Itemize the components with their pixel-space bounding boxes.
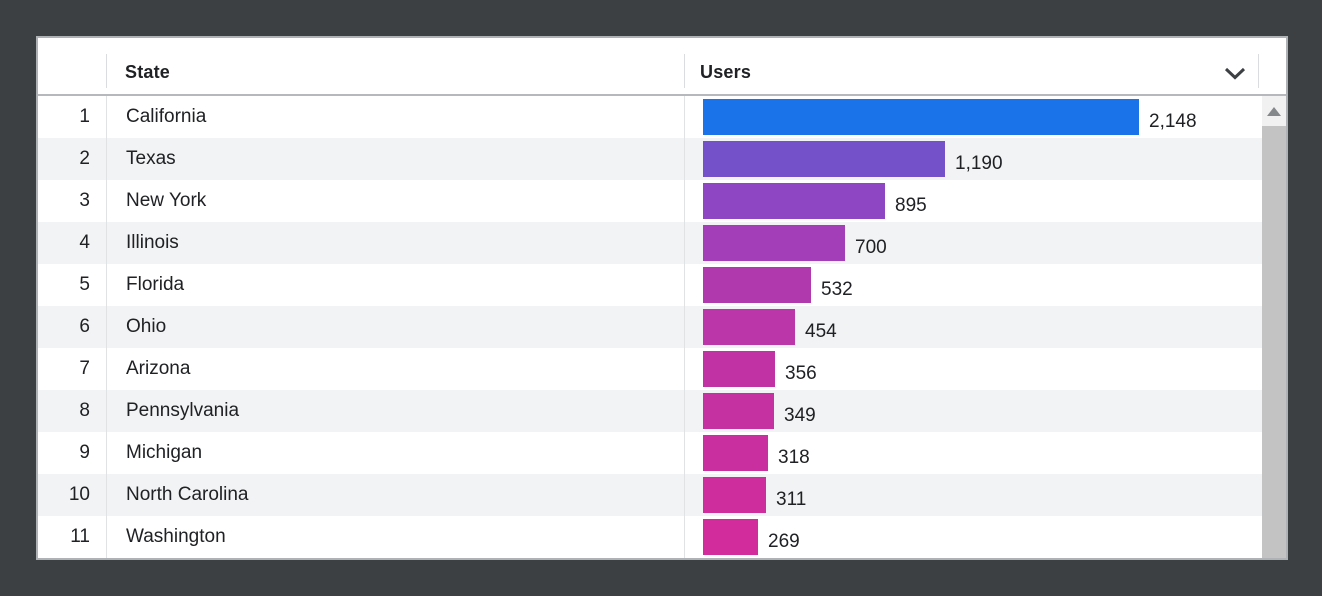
table-row: 11 Washington 269 — [38, 516, 1262, 558]
users-by-state-table: State Users 1 California 2,148 2 Texas 1… — [36, 36, 1288, 560]
users-cell: 349 — [684, 390, 1262, 432]
table-header: State Users — [38, 38, 1286, 96]
users-cell: 895 — [684, 180, 1262, 222]
table-row: 10 North Carolina 311 — [38, 474, 1262, 516]
row-rank: 7 — [79, 358, 90, 379]
state-name: Illinois — [106, 222, 684, 264]
table-row: 2 Texas 1,190 — [38, 138, 1262, 180]
state-name: Pennsylvania — [106, 390, 684, 432]
users-bar — [703, 225, 845, 261]
users-cell: 532 — [684, 264, 1262, 306]
users-cell: 700 — [684, 222, 1262, 264]
table-row: 5 Florida 532 — [38, 264, 1262, 306]
table-row: 8 Pennsylvania 349 — [38, 390, 1262, 432]
users-bar — [703, 477, 766, 513]
users-value: 2,148 — [1149, 111, 1197, 132]
users-bar — [703, 267, 811, 303]
row-rank: 3 — [79, 190, 90, 211]
users-cell: 2,148 — [684, 96, 1262, 138]
state-name: New York — [106, 180, 684, 222]
rank-column-header — [38, 38, 106, 94]
users-cell: 454 — [684, 306, 1262, 348]
table-row: 1 California 2,148 — [38, 96, 1262, 138]
column-header-users[interactable]: Users — [684, 38, 1262, 94]
users-cell: 269 — [684, 516, 1262, 558]
users-value: 269 — [768, 531, 800, 552]
users-value: 700 — [855, 237, 887, 258]
scrollbar-up-button[interactable] — [1262, 96, 1286, 126]
state-name: Arizona — [106, 348, 684, 390]
chevron-down-icon[interactable] — [1224, 65, 1246, 80]
users-value: 356 — [785, 363, 817, 384]
column-header-state[interactable]: State — [106, 38, 684, 94]
users-bar — [703, 351, 775, 387]
users-bar — [703, 519, 758, 555]
scrollbar[interactable] — [1262, 96, 1286, 558]
users-value: 454 — [805, 321, 837, 342]
table-row: 7 Arizona 356 — [38, 348, 1262, 390]
row-rank: 1 — [79, 106, 90, 127]
users-cell: 318 — [684, 432, 1262, 474]
row-rank: 2 — [79, 148, 90, 169]
table-body: 1 California 2,148 2 Texas 1,190 3 New Y… — [38, 96, 1286, 558]
users-value: 349 — [784, 405, 816, 426]
users-cell: 311 — [684, 474, 1262, 516]
state-name: Ohio — [106, 306, 684, 348]
users-value: 895 — [895, 195, 927, 216]
state-name: California — [106, 96, 684, 138]
state-column-label: State — [125, 61, 171, 82]
users-cell: 1,190 — [684, 138, 1262, 180]
users-bar — [703, 393, 774, 429]
row-rank: 6 — [79, 316, 90, 337]
row-rank: 11 — [70, 526, 90, 547]
state-name: North Carolina — [106, 474, 684, 516]
row-rank: 5 — [79, 274, 90, 295]
table-row: 3 New York 895 — [38, 180, 1262, 222]
table-row: 9 Michigan 318 — [38, 432, 1262, 474]
state-name: Washington — [106, 516, 684, 558]
row-rank: 9 — [79, 442, 90, 463]
users-value: 532 — [821, 279, 853, 300]
users-cell: 356 — [684, 348, 1262, 390]
table-row: 6 Ohio 454 — [38, 306, 1262, 348]
column-divider — [1258, 54, 1259, 88]
scrollbar-header-spacer — [1262, 38, 1286, 94]
users-value: 1,190 — [955, 153, 1003, 174]
row-rank: 10 — [68, 484, 90, 505]
scrollbar-thumb[interactable] — [1262, 126, 1286, 558]
users-bar — [703, 309, 795, 345]
users-bar — [703, 183, 885, 219]
state-name: Texas — [106, 138, 684, 180]
users-value: 318 — [778, 447, 810, 468]
users-bar — [703, 99, 1139, 135]
users-value: 311 — [776, 489, 807, 510]
state-name: Michigan — [106, 432, 684, 474]
users-column-label: Users — [700, 61, 752, 82]
row-rank: 4 — [79, 232, 90, 253]
arrow-up-icon — [1267, 106, 1281, 116]
users-bar — [703, 141, 945, 177]
row-rank: 8 — [79, 400, 90, 421]
state-name: Florida — [106, 264, 684, 306]
users-bar — [703, 435, 768, 471]
table-row: 4 Illinois 700 — [38, 222, 1262, 264]
